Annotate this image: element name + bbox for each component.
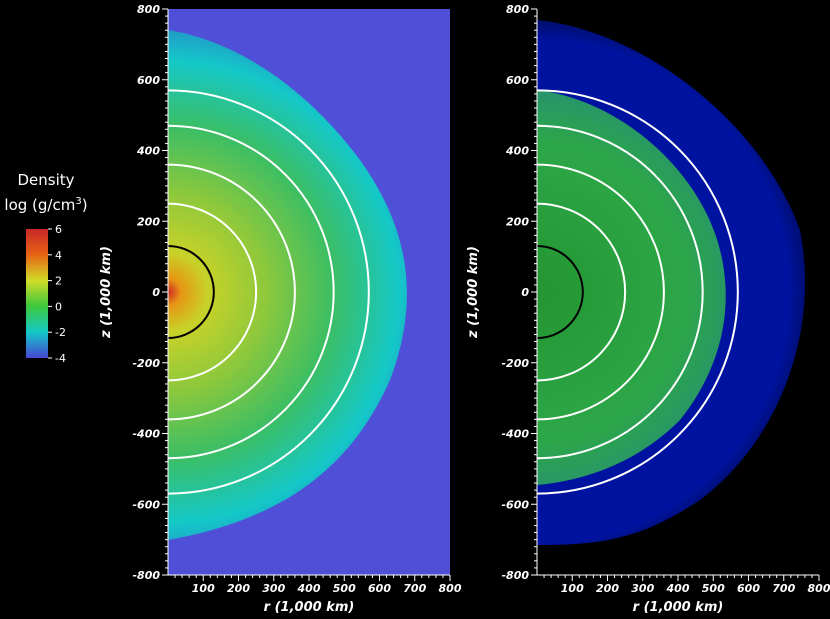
- left-y-tick-label: -400: [132, 428, 160, 441]
- left-x-tick-label: 200: [227, 582, 250, 595]
- right-contour-white: [536, 202, 627, 382]
- colorbar: [26, 229, 48, 358]
- left-xlabel: r (1,000 km): [264, 600, 355, 615]
- right-x-tick-label: 400: [666, 582, 690, 595]
- right-x-tick-label: 200: [596, 582, 619, 595]
- right-panel: [536, 9, 819, 575]
- left-x-tick-label: 100: [192, 582, 215, 595]
- right-x-tick-label: 600: [737, 582, 760, 595]
- legend-unit-sup: 3: [75, 196, 82, 207]
- left-contour-black: [167, 245, 215, 339]
- legend-title: Density: [17, 171, 75, 189]
- left-y-tick-label: 200: [137, 215, 160, 228]
- colorbar-tick-label: 0: [55, 300, 62, 313]
- right-y-tick-label: -400: [501, 428, 529, 441]
- left-y-tick-label: 0: [152, 286, 160, 299]
- left-panel-density-field: [168, 30, 407, 540]
- left-y-tick-label: 400: [136, 145, 160, 158]
- right-ylabel: z (1,000 km): [466, 246, 481, 339]
- colorbar-tick-label: 2: [55, 275, 62, 288]
- left-y-tick-label: -200: [132, 357, 160, 370]
- left-contour-white: [167, 124, 335, 460]
- right-panel-field: [537, 90, 726, 485]
- right-contour-white: [536, 124, 704, 460]
- right-y-tick-label: 600: [506, 74, 529, 87]
- right-y-tick-label: 0: [521, 286, 529, 299]
- legend-unit-text: log (g/cm: [4, 196, 76, 214]
- right-contour-white: [536, 163, 665, 421]
- right-x-tick-label: 500: [702, 582, 725, 595]
- right-x-tick-label: 100: [561, 582, 584, 595]
- left-contour-white: [167, 89, 370, 495]
- right-y-tick-label: 200: [506, 215, 529, 228]
- left-x-tick-label: 500: [333, 582, 356, 595]
- colorbar-tick-label: -2: [55, 326, 66, 339]
- right-contour-white: [536, 89, 739, 495]
- right-xlabel: r (1,000 km): [633, 600, 724, 615]
- colorbar-tick-label: 4: [55, 249, 62, 262]
- left-y-tick-label: -800: [132, 569, 160, 582]
- colorbar-tick-label: 6: [55, 223, 62, 236]
- right-x-tick-label: 700: [772, 582, 795, 595]
- right-y-tick-label: -200: [501, 357, 529, 370]
- left-ylabel: z (1,000 km): [99, 246, 114, 339]
- left-contour-white: [167, 202, 258, 382]
- left-y-tick-label: 600: [137, 74, 160, 87]
- left-contours: [167, 89, 370, 495]
- left-axes: 800 600 400 200 0 -200 -400 -600 -800 100 200 300 40…: [132, 3, 461, 595]
- left-density-panel: [167, 9, 450, 575]
- right-axes: 800 600 400 200 0 -200 -400 -600 -800 100 200 300 40…: [501, 3, 830, 595]
- right-x-tick-label: 800: [808, 582, 830, 595]
- colorbar-tick-label: -4: [55, 352, 66, 365]
- left-x-tick-label: 400: [297, 582, 321, 595]
- right-y-tick-label: 400: [505, 145, 529, 158]
- left-x-tick-label: 700: [403, 582, 426, 595]
- colorbar-ticks: 6 4 2 0 -2 -4: [48, 223, 66, 365]
- legend-unit-close: ): [81, 196, 88, 214]
- left-y-tick-label: 800: [137, 3, 160, 16]
- left-contour-white: [167, 163, 296, 421]
- left-x-tick-label: 800: [439, 582, 462, 595]
- right-contour-black: [536, 245, 584, 339]
- right-y-tick-label: -600: [501, 498, 529, 511]
- left-y-tick-label: -600: [132, 498, 160, 511]
- right-x-tick-label: 300: [631, 582, 654, 595]
- right-contours: [536, 89, 739, 495]
- left-x-tick-label: 300: [262, 582, 285, 595]
- legend-unit: log (g/cm3): [0, 196, 92, 214]
- left-x-tick-label: 600: [368, 582, 391, 595]
- right-y-tick-label: 800: [506, 3, 529, 16]
- right-y-tick-label: -800: [501, 569, 529, 582]
